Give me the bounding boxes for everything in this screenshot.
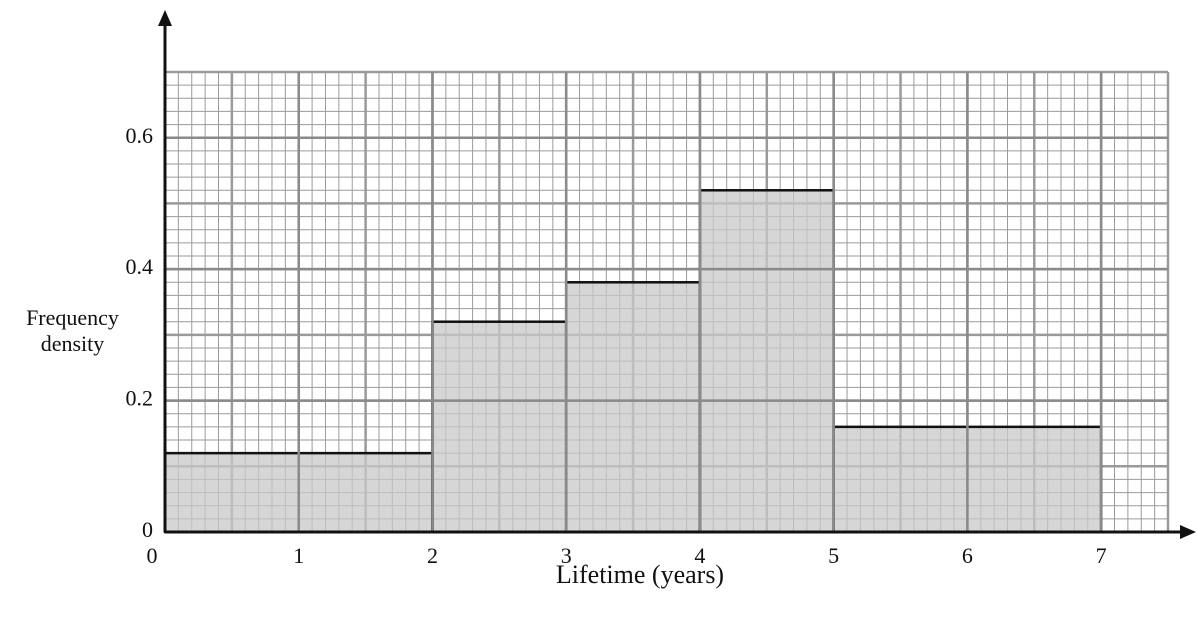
bar xyxy=(698,189,835,534)
y-tick-label: 0.4 xyxy=(126,254,154,279)
x-tick-label: 7 xyxy=(1096,543,1107,568)
x-tick-label: 3 xyxy=(561,543,572,568)
x-tick-label: 2 xyxy=(427,543,438,568)
x-axis-arrow xyxy=(1180,525,1196,539)
x-tick-label: 6 xyxy=(962,543,973,568)
x-tick-label: 1 xyxy=(293,543,304,568)
x-tick-label: 5 xyxy=(828,543,839,568)
bar xyxy=(564,281,702,534)
y-axis-arrow xyxy=(158,10,172,26)
y-tick-label: 0 xyxy=(142,517,153,542)
y-tick-label: 0.2 xyxy=(126,386,154,411)
x-tick-label: 4 xyxy=(694,543,705,568)
bar xyxy=(431,320,568,534)
y-tick-label: 0.6 xyxy=(126,123,154,148)
x-tick-label: 0 xyxy=(147,543,158,568)
y-axis-label: Frequency density xyxy=(26,305,119,356)
x-axis-label: Lifetime (years) xyxy=(556,560,724,589)
